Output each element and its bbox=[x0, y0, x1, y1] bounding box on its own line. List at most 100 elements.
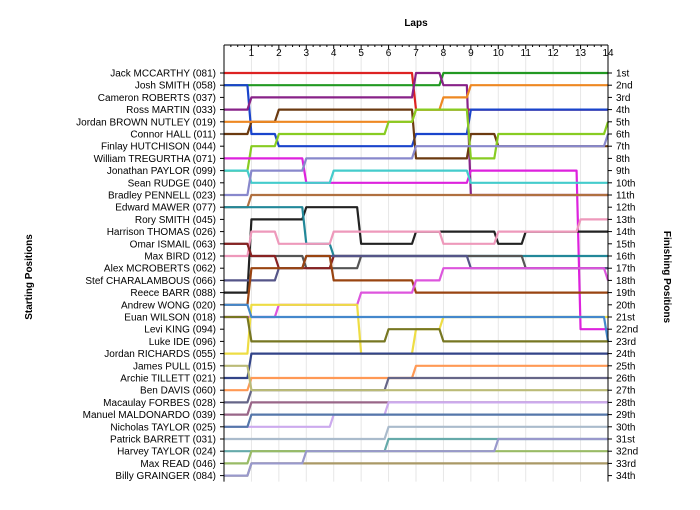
finishing-position-label: 19th bbox=[616, 288, 635, 299]
starting-position-label: Finlay HUTCHISON (044) bbox=[101, 142, 216, 153]
finishing-position-label: 13th bbox=[616, 215, 635, 226]
finishing-position-label: 26th bbox=[616, 374, 635, 385]
finishing-position-label: 7th bbox=[616, 142, 630, 153]
finishing-position-label: 10th bbox=[616, 178, 635, 189]
starting-position-label: William TREGURTHA (071) bbox=[94, 154, 216, 165]
trace-line bbox=[224, 133, 610, 197]
starting-position-label: Nicholas TAYLOR (025) bbox=[110, 422, 216, 433]
finishing-position-label: 27th bbox=[616, 386, 635, 397]
starting-position-label: Harrison THOMAS (026) bbox=[107, 227, 216, 238]
trace-line bbox=[224, 108, 610, 172]
starting-position-label: Macaulay FORBES (028) bbox=[103, 398, 216, 409]
x-axis-title: Laps bbox=[404, 18, 428, 29]
starting-position-label: Connor HALL (011) bbox=[130, 130, 216, 141]
starting-position-label: Stef CHARALAMBOUS (066) bbox=[85, 276, 216, 287]
finishing-position-label: 23rd bbox=[616, 337, 636, 348]
x-tick-label: 2 bbox=[276, 48, 282, 59]
x-tick-label: 13 bbox=[575, 48, 587, 59]
starting-position-label: Luke IDE (096) bbox=[149, 337, 216, 348]
x-tick-label: 8 bbox=[441, 48, 447, 59]
trace-line bbox=[224, 303, 610, 342]
finishing-position-label: 8th bbox=[616, 154, 630, 165]
starting-position-label: Harvey TAYLOR (024) bbox=[117, 447, 216, 458]
starting-position-label: Levi KING (094) bbox=[144, 325, 216, 336]
x-tick-labels: 1 2 3 4 5 6 7 8 9 10 11 12 13 14 bbox=[249, 48, 614, 59]
trace-line bbox=[224, 401, 608, 428]
finishing-position-label: 9th bbox=[616, 166, 630, 177]
x-tick-label: 14 bbox=[602, 48, 614, 59]
starting-position-label: Patrick BARRETT (031) bbox=[110, 435, 216, 446]
finishing-position-label: 20th bbox=[616, 300, 635, 311]
x-tick-label: 4 bbox=[331, 48, 337, 59]
trace-line bbox=[224, 352, 608, 380]
starting-position-label: Ross MARTIN (033) bbox=[126, 105, 216, 116]
finishing-position-label: 4th bbox=[616, 105, 630, 116]
finishing-position-label: 18th bbox=[616, 276, 635, 287]
finishing-position-label: 5th bbox=[616, 117, 630, 128]
finishing-position-label: 3rd bbox=[616, 93, 630, 104]
finishing-position-label: 33rd bbox=[616, 459, 636, 470]
x-tick-label: 6 bbox=[386, 48, 392, 59]
starting-position-label: Sean RUDGE (040) bbox=[128, 178, 216, 189]
finishing-position-label: 24th bbox=[616, 349, 635, 360]
x-tick-label: 3 bbox=[304, 48, 310, 59]
y-axis-right-title: Finishing Positions bbox=[661, 231, 672, 324]
x-tick-label: 1 bbox=[249, 48, 255, 59]
starting-position-label: Omar ISMAIL (063) bbox=[130, 239, 216, 250]
x-tick-label: 11 bbox=[521, 48, 532, 59]
finishing-position-label: 16th bbox=[616, 252, 635, 263]
starting-position-label: Euan WILSON (018) bbox=[124, 313, 216, 324]
trace-line bbox=[224, 364, 608, 392]
finishing-position-label: 32nd bbox=[616, 447, 638, 458]
starting-position-label: Max READ (046) bbox=[140, 459, 216, 470]
finishing-position-label: 34th bbox=[616, 471, 635, 482]
finishing-position-label: 1st bbox=[616, 69, 630, 80]
finishing-position-label: 21st bbox=[616, 313, 635, 324]
finishing-position-label: 25th bbox=[616, 361, 635, 372]
starting-position-label: Josh SMITH (058) bbox=[135, 81, 216, 92]
trace-line bbox=[224, 218, 608, 258]
finishing-position-label: 6th bbox=[616, 130, 630, 141]
trace-line bbox=[224, 315, 608, 343]
starting-position-label: Reece BARR (088) bbox=[130, 288, 216, 299]
starting-position-label: James PULL (015) bbox=[133, 361, 216, 372]
axes bbox=[220, 44, 612, 482]
finishing-position-label: 30th bbox=[616, 422, 635, 433]
starting-position-labels: Jack MCCARTHY (081)Josh SMITH (058)Camer… bbox=[76, 69, 216, 483]
starting-position-label: Edward MAWER (077) bbox=[115, 203, 216, 214]
starting-position-label: Alex MCROBERTS (062) bbox=[104, 264, 216, 275]
starting-position-label: Max BIRD (012) bbox=[144, 252, 216, 263]
finishing-position-label: 11th bbox=[616, 191, 635, 202]
starting-position-label: Jack MCCARTHY (081) bbox=[110, 69, 216, 80]
trace-line bbox=[224, 71, 608, 87]
finishing-position-label: 2nd bbox=[616, 81, 633, 92]
starting-position-label: Andrew WONG (020) bbox=[121, 300, 216, 311]
starting-position-label: Jordan RICHARDS (055) bbox=[104, 349, 216, 360]
starting-position-label: Bradley PENNELL (023) bbox=[108, 191, 216, 202]
x-tick-label: 5 bbox=[358, 48, 364, 59]
starting-position-label: Cameron ROBERTS (037) bbox=[98, 93, 216, 104]
position-traces bbox=[224, 71, 610, 477]
starting-position-label: Billy GRAINGER (084) bbox=[115, 471, 216, 482]
finishing-position-label: 12th bbox=[616, 203, 635, 214]
trace-line bbox=[224, 84, 608, 148]
starting-position-label: Ben DAVIS (060) bbox=[140, 386, 216, 397]
finishing-position-label: 29th bbox=[616, 410, 635, 421]
trace-line bbox=[224, 157, 608, 331]
x-tick-label: 10 bbox=[493, 48, 505, 59]
finishing-position-label: 31st bbox=[616, 435, 635, 446]
finishing-position-label: 14th bbox=[616, 227, 635, 238]
starting-position-label: Jordan BROWN NUTLEY (019) bbox=[76, 117, 216, 128]
x-tick-label: 12 bbox=[548, 48, 560, 59]
grid bbox=[223, 45, 609, 482]
trace-line bbox=[224, 169, 608, 184]
finishing-position-label: 28th bbox=[616, 398, 635, 409]
y-axis-left-title: Starting Positions bbox=[24, 234, 35, 320]
x-tick-label: 9 bbox=[468, 48, 474, 59]
trace-line bbox=[224, 364, 608, 392]
x-tick-label: 7 bbox=[413, 48, 419, 59]
trace-line bbox=[224, 193, 608, 209]
trace-line bbox=[224, 437, 608, 477]
finishing-position-label: 22nd bbox=[616, 325, 638, 336]
